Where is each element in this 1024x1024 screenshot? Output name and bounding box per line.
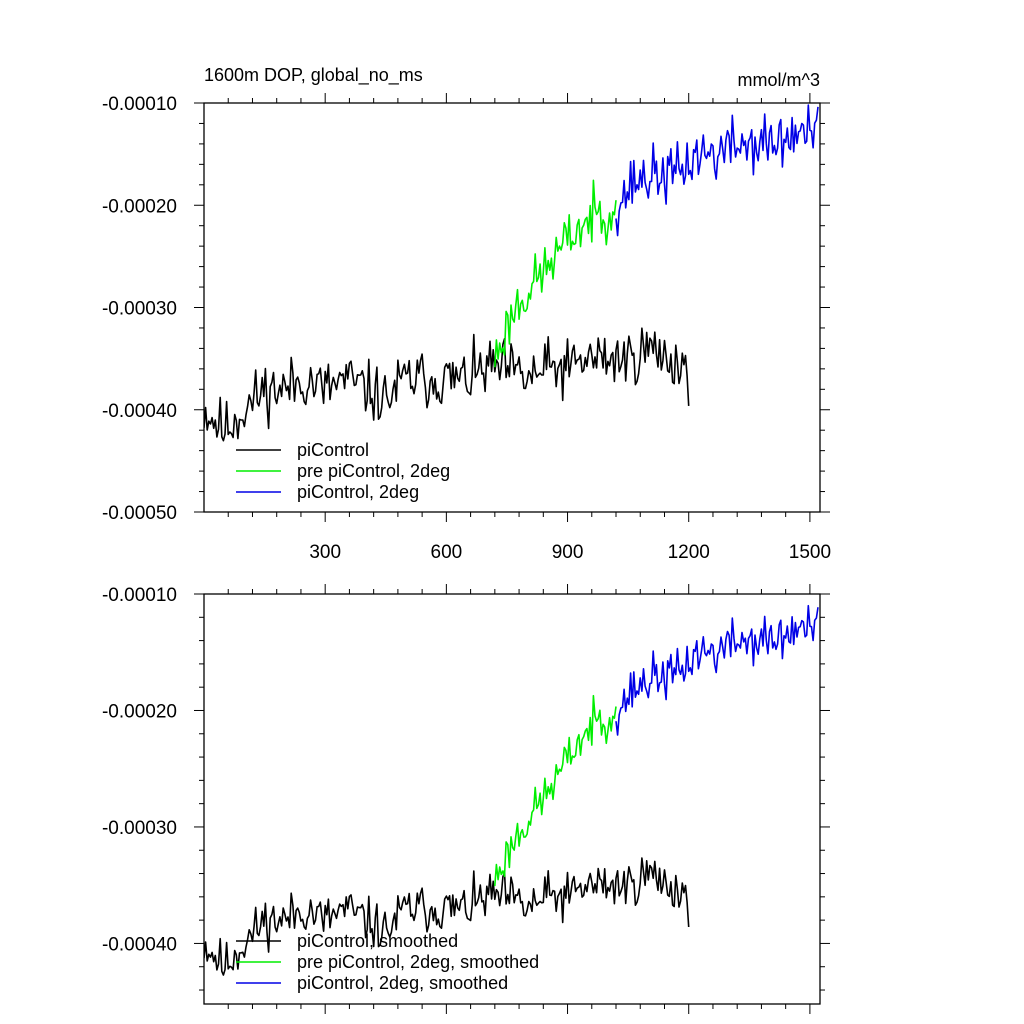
top-axis-ticks	[194, 93, 830, 522]
bottom-panel: -0.00010 -0.00020 -0.00030 -0.00040 piContr…	[102, 584, 830, 1014]
bottom-series-line-2	[615, 604, 819, 736]
bottom-y-tick-labels: -0.00010 -0.00020 -0.00030 -0.00040	[102, 585, 177, 955]
top-x-tick-label: 1500	[789, 542, 831, 563]
top-panel: 1600m DOP, global_no_ms mmol/m^3 -0.0001…	[102, 65, 831, 563]
top-legend-label: piControl	[297, 440, 369, 460]
top-y-tick-label: -0.00030	[102, 299, 177, 320]
top-y-tick-label: -0.00010	[102, 94, 177, 115]
top-x-tick-labels: 300 600 900 1200 1500	[309, 542, 831, 563]
bottom-plot-frame	[203, 593, 821, 1005]
top-x-tick-label: 300	[309, 542, 341, 563]
top-y-tick-label: -0.00040	[102, 401, 177, 422]
bottom-legend-label: piControl, smoothed	[297, 931, 458, 951]
top-series-line-0	[204, 327, 690, 442]
top-y-tick-label: -0.00050	[102, 503, 177, 524]
top-x-tick-label: 1200	[668, 542, 710, 563]
bottom-legend-label: pre piControl, 2deg, smoothed	[297, 952, 539, 972]
top-x-tick-label: 900	[552, 542, 584, 563]
bottom-y-tick-label: -0.00020	[102, 701, 177, 722]
bottom-legend-label: piControl, 2deg, smoothed	[297, 973, 508, 993]
bottom-axis-ticks	[194, 584, 830, 1014]
bottom-y-tick-label: -0.00030	[102, 818, 177, 839]
top-y-tick-labels: -0.00010 -0.00020 -0.00030 -0.00040 -0.00050	[102, 94, 177, 524]
bottom-y-tick-label: -0.00040	[102, 934, 177, 955]
units-label: mmol/m^3	[738, 70, 820, 90]
bottom-y-tick-label: -0.00010	[102, 585, 177, 606]
top-series-group	[204, 104, 819, 442]
top-legend-label: pre piControl, 2deg	[297, 461, 450, 481]
bottom-series-line-1	[494, 694, 617, 887]
top-series-line-2	[615, 104, 819, 237]
top-y-tick-label: -0.00020	[102, 196, 177, 217]
top-series-line-1	[494, 179, 617, 368]
bottom-series-line-0	[204, 857, 690, 976]
top-legend-label: piControl, 2deg	[297, 482, 419, 502]
bottom-series-group	[204, 604, 819, 976]
top-plot-frame	[203, 102, 821, 513]
chart-title: 1600m DOP, global_no_ms	[204, 65, 423, 86]
top-x-tick-label: 600	[431, 542, 463, 563]
